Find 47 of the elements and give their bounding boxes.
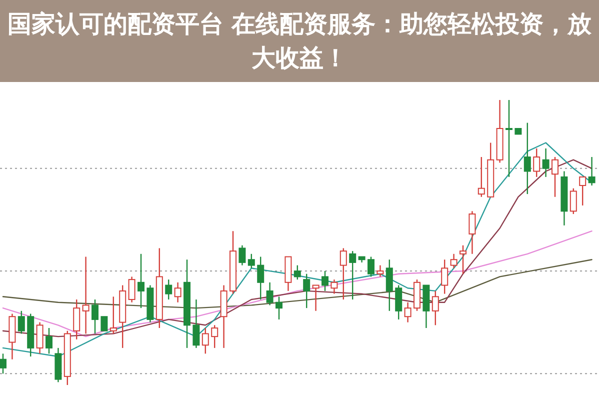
candlestick: [192, 298, 200, 349]
candlestick: [404, 302, 412, 323]
candlestick: [211, 324, 218, 349]
candlestick: [322, 270, 328, 292]
candlestick: [330, 278, 338, 294]
candlestick: [202, 327, 209, 354]
candlestick: [450, 253, 458, 269]
candlestick: [570, 188, 577, 215]
candlestick: [138, 253, 144, 309]
candlestick: [579, 176, 586, 206]
candlestick: [73, 298, 80, 340]
candlestick: [276, 296, 282, 320]
candlestick: [266, 282, 274, 306]
candlestick: [0, 353, 6, 374]
candlestick: [238, 244, 246, 266]
candlestick: [478, 156, 485, 198]
candlestick: [303, 273, 310, 309]
candlestick: [92, 298, 98, 334]
chart-title: 国家认可的配资平台 在线配资服务：助您轻松投资，放大收益！: [0, 0, 599, 82]
candlestick: [542, 148, 550, 178]
candlestick: [588, 156, 596, 186]
candlestick: [533, 148, 540, 178]
candlestick: [349, 250, 356, 300]
candlestick: [36, 322, 44, 354]
candlestick: [82, 256, 90, 334]
candlestick: [110, 296, 117, 334]
candlestick: [248, 253, 255, 269]
candlestick: [524, 122, 531, 195]
candlestick: [257, 256, 264, 300]
candlestick: [432, 290, 439, 326]
candlestick: [174, 282, 182, 303]
candlestick: [506, 99, 512, 178]
candlestick: [128, 276, 136, 303]
candlestick: [376, 264, 384, 278]
candlestick: [460, 244, 466, 274]
candlestick: [552, 156, 558, 198]
candlestick: [46, 327, 52, 354]
candlestick: [395, 284, 402, 320]
candlestick: [386, 259, 393, 312]
candlestick: [18, 310, 25, 334]
candlestick: [312, 284, 320, 312]
candlestick: [441, 259, 448, 294]
candlestick: [368, 256, 374, 278]
candlestick: [468, 210, 476, 254]
candlestick: [165, 278, 172, 300]
candlestick: [294, 264, 301, 280]
candlestick: [340, 248, 347, 300]
